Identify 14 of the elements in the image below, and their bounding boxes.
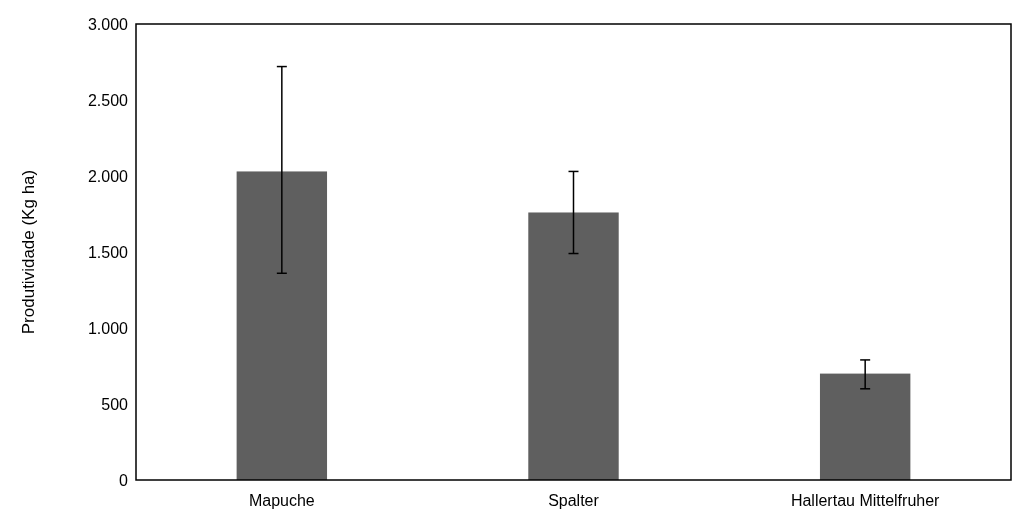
- y-tick-label: 2.500: [87, 91, 129, 109]
- x-tick-label: Mapuche: [248, 492, 315, 509]
- bar: [819, 373, 911, 480]
- bar: [528, 212, 619, 480]
- y-tick-label: 2.000: [87, 167, 129, 185]
- x-tick-label: Spalter: [548, 492, 600, 509]
- y-tick-label: 1.000: [87, 319, 129, 337]
- x-tick-label: Hallertau Mittelfruher: [790, 492, 941, 509]
- y-axis-title: Produtividade (Kg ha): [19, 169, 38, 335]
- bar: [236, 171, 328, 480]
- y-tick-label: 0: [119, 471, 129, 489]
- y-tick-label: 500: [101, 395, 129, 413]
- y-tick-label: 1.500: [87, 243, 129, 261]
- y-tick-label: 3.000: [87, 15, 129, 33]
